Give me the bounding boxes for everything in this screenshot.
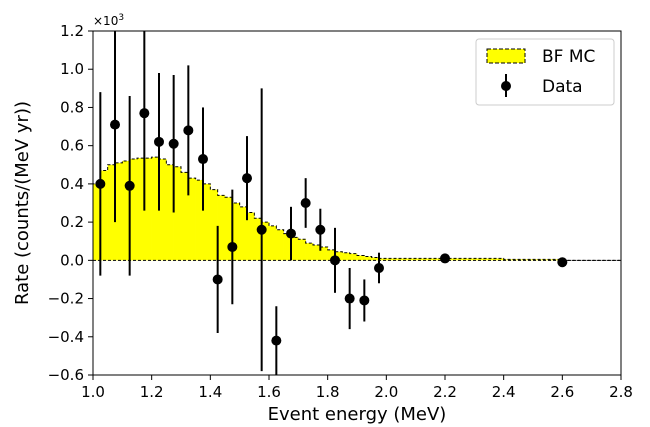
y-tick-label: −0.4 bbox=[48, 328, 84, 346]
mc-bin bbox=[203, 184, 211, 260]
data-point bbox=[95, 179, 105, 189]
y-tick-label: 0.2 bbox=[60, 213, 84, 231]
data-point bbox=[374, 263, 384, 273]
mc-bin bbox=[247, 213, 255, 261]
data-point bbox=[213, 274, 223, 284]
data-point bbox=[301, 198, 311, 208]
x-tick-label: 1.6 bbox=[257, 383, 281, 401]
data-point bbox=[257, 225, 267, 235]
y-tick-label: 0.8 bbox=[60, 98, 84, 116]
mc-bin bbox=[342, 253, 350, 261]
mc-bin bbox=[320, 247, 328, 260]
mc-bin bbox=[144, 158, 152, 260]
y-tick-label: 1.0 bbox=[60, 60, 84, 78]
data-point bbox=[154, 137, 164, 147]
data-point bbox=[198, 154, 208, 164]
mc-bin bbox=[357, 256, 365, 261]
mc-histogram bbox=[93, 157, 621, 260]
y-axis-ticks: −0.6 −0.4 −0.2 0.0 0.2 0.4 0.6 0.8 1.0 1.2 bbox=[48, 22, 93, 384]
legend-mc-label: BF MC bbox=[542, 47, 595, 67]
mc-bin bbox=[218, 195, 226, 260]
legend-data-marker bbox=[501, 81, 511, 91]
mc-bin bbox=[269, 226, 277, 260]
y-tick-label: 0.4 bbox=[60, 175, 84, 193]
data-point bbox=[330, 255, 340, 265]
mc-bin bbox=[188, 178, 196, 260]
data-point bbox=[315, 225, 325, 235]
data-point bbox=[557, 257, 567, 267]
mc-bin bbox=[174, 167, 182, 261]
data-point bbox=[440, 253, 450, 263]
y-axis-label: Rate (counts/(MeV yr)) bbox=[12, 101, 33, 305]
y-tick-label: −0.6 bbox=[48, 366, 84, 384]
x-tick-label: 2.2 bbox=[433, 383, 457, 401]
mc-bin bbox=[364, 257, 372, 261]
x-tick-label: 1.0 bbox=[81, 383, 105, 401]
x-tick-label: 2.4 bbox=[492, 383, 516, 401]
data-point bbox=[286, 229, 296, 239]
legend-data-label: Data bbox=[542, 77, 583, 97]
mc-bin bbox=[298, 239, 306, 260]
data-point bbox=[345, 294, 355, 304]
x-tick-label: 1.8 bbox=[316, 383, 340, 401]
y-tick-label: 0.0 bbox=[60, 251, 84, 269]
x-tick-label: 2.8 bbox=[609, 383, 633, 401]
x-axis-ticks: 1.0 1.2 1.4 1.6 1.8 2.0 2.2 2.4 2.6 2.8 bbox=[81, 375, 633, 401]
data-point bbox=[110, 120, 120, 130]
data-point bbox=[242, 173, 252, 183]
mc-bin bbox=[350, 254, 358, 261]
y-tick-label: 0.6 bbox=[60, 137, 84, 155]
data-point bbox=[139, 108, 149, 118]
mc-bin bbox=[306, 243, 314, 260]
data-point bbox=[359, 295, 369, 305]
y-tick-label: 1.2 bbox=[60, 22, 84, 40]
y-scale-multiplier: ×103 bbox=[93, 13, 124, 28]
legend-mc-swatch bbox=[487, 49, 525, 63]
x-tick-label: 2.6 bbox=[550, 383, 574, 401]
data-point bbox=[125, 181, 135, 191]
mc-bin bbox=[159, 159, 167, 260]
data-point bbox=[271, 336, 281, 346]
x-tick-label: 2.0 bbox=[374, 383, 398, 401]
mc-bin bbox=[276, 230, 284, 261]
mc-bin bbox=[130, 159, 138, 260]
x-tick-label: 1.2 bbox=[140, 383, 164, 401]
data-point bbox=[183, 125, 193, 135]
data-point bbox=[227, 242, 237, 252]
x-tick-label: 1.4 bbox=[198, 383, 222, 401]
x-axis-label: Event energy (MeV) bbox=[268, 404, 447, 425]
mc-bin bbox=[291, 237, 299, 260]
y-tick-label: −0.2 bbox=[48, 290, 84, 308]
data-point bbox=[169, 139, 179, 149]
legend: BF MC Data bbox=[476, 39, 614, 105]
mc-bin bbox=[115, 163, 123, 260]
